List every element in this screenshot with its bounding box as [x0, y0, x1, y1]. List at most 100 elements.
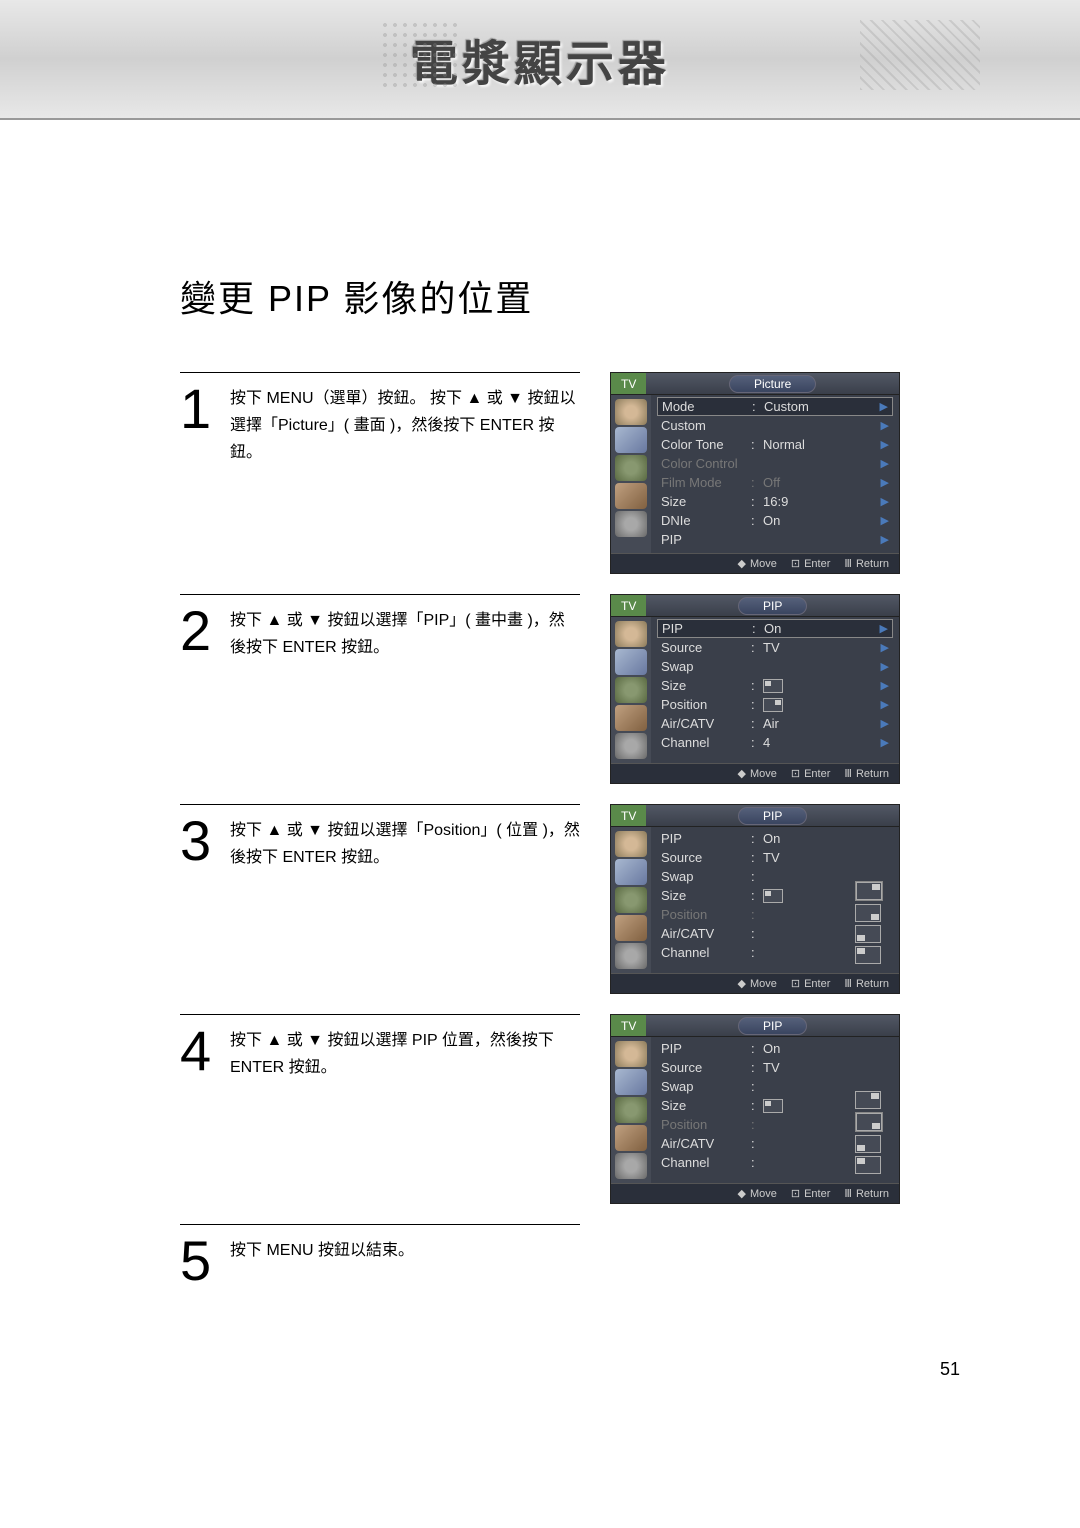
updown-icon: ◆: [737, 1187, 745, 1200]
sound-category-icon[interactable]: [615, 649, 647, 675]
move-hint: ◆Move: [737, 767, 776, 780]
channel-category-icon[interactable]: [615, 677, 647, 703]
move-hint: ◆Move: [737, 557, 776, 570]
enter-hint: ⊡Enter: [791, 557, 831, 570]
colon: :: [751, 850, 763, 865]
menu-row-size[interactable]: Size : 16:9 ▶: [657, 492, 893, 511]
colon: :: [751, 926, 763, 941]
enter-icon: ⊡: [791, 767, 800, 780]
menu-row-colortone[interactable]: Color Tone : Normal ▶: [657, 435, 893, 454]
sound-category-icon[interactable]: [615, 427, 647, 453]
colon: :: [751, 1136, 763, 1151]
position-option-tr[interactable]: [855, 1091, 883, 1109]
step-number: 5: [180, 1233, 220, 1289]
setup-category-icon[interactable]: [615, 943, 647, 969]
channel-category-icon[interactable]: [615, 887, 647, 913]
colon: :: [751, 678, 763, 693]
function-category-icon[interactable]: [615, 483, 647, 509]
menu-row-source[interactable]: Source : TV: [657, 1058, 893, 1077]
arrow-right-icon: ▶: [881, 419, 889, 432]
return-hint: ⅢReturn: [844, 977, 889, 990]
osd-header: TV PIP: [611, 805, 899, 827]
channel-category-icon[interactable]: [615, 1097, 647, 1123]
menu-label: Film Mode: [661, 475, 751, 490]
position-option-bl[interactable]: [855, 925, 883, 943]
position-icon: [856, 882, 882, 900]
menu-value: TV: [763, 1060, 889, 1075]
osd-body: PIP : On Source : TV Swap : Size : Posit…: [611, 1037, 899, 1183]
position-options: [805, 1091, 883, 1174]
menu-label: Channel: [661, 735, 751, 750]
menu-row-custom[interactable]: Custom ▶: [657, 416, 893, 435]
menu-row-colorcontrol[interactable]: Color Control ▶: [657, 454, 893, 473]
sound-category-icon[interactable]: [615, 1069, 647, 1095]
menu-label: Air/CATV: [661, 926, 751, 941]
menu-label: PIP: [661, 532, 751, 547]
updown-icon: ◆: [737, 977, 745, 990]
menu-value: On: [763, 513, 889, 528]
menu-value: Normal: [763, 437, 889, 452]
step-number: 1: [180, 381, 220, 467]
page-number: 51: [0, 1349, 1080, 1420]
menu-row-source[interactable]: Source : TV ▶: [657, 638, 893, 657]
osd-category-icons: [611, 1037, 651, 1183]
menu-value: [763, 678, 889, 694]
menu-row-pip[interactable]: PIP ▶: [657, 530, 893, 549]
menu-row-swap[interactable]: Swap ▶: [657, 657, 893, 676]
step-row-5: 5 按下 MENU 按鈕以結束。: [180, 1224, 960, 1289]
picture-category-icon[interactable]: [615, 399, 647, 425]
menu-row-pip[interactable]: PIP : On: [657, 829, 893, 848]
osd-header: TV PIP: [611, 595, 899, 617]
menu-row-filmmode[interactable]: Film Mode : Off ▶: [657, 473, 893, 492]
enter-hint: ⊡Enter: [791, 1187, 831, 1200]
menu-label: Channel: [661, 945, 751, 960]
picture-category-icon[interactable]: [615, 621, 647, 647]
function-category-icon[interactable]: [615, 915, 647, 941]
menu-row-mode[interactable]: Mode : Custom ▶: [657, 397, 893, 416]
setup-category-icon[interactable]: [615, 511, 647, 537]
menu-label: PIP: [661, 831, 751, 846]
osd-category-icons: [611, 827, 651, 973]
position-option-br[interactable]: [855, 1112, 883, 1132]
position-option-tl[interactable]: [855, 1156, 883, 1174]
position-option-tr[interactable]: [855, 881, 883, 901]
arrow-right-icon: ▶: [880, 622, 888, 635]
menu-row-dnie[interactable]: DNIe : On ▶: [657, 511, 893, 530]
step-instruction: 4 按下 ▲ 或 ▼ 按鈕以選擇 PIP 位置，然後按下 ENTER 按鈕。: [180, 1014, 580, 1081]
colon: :: [751, 716, 763, 731]
step-instruction: 2 按下 ▲ 或 ▼ 按鈕以選擇「PIP」( 畫中畫 )，然後按下 ENTER …: [180, 594, 580, 661]
picture-category-icon[interactable]: [615, 1041, 647, 1067]
function-category-icon[interactable]: [615, 1125, 647, 1151]
return-icon: Ⅲ: [844, 557, 852, 570]
position-icon: [855, 1156, 881, 1174]
arrow-right-icon: ▶: [881, 495, 889, 508]
menu-row-channel[interactable]: Channel : 4 ▶: [657, 733, 893, 752]
menu-row-source[interactable]: Source : TV: [657, 848, 893, 867]
osd-title: PIP: [738, 1017, 807, 1035]
position-icon: [855, 925, 881, 943]
menu-value: Air: [763, 716, 889, 731]
channel-category-icon[interactable]: [615, 455, 647, 481]
setup-category-icon[interactable]: [615, 1153, 647, 1179]
osd-header: TV Picture: [611, 373, 899, 395]
picture-category-icon[interactable]: [615, 831, 647, 857]
step-text: 按下 ▲ 或 ▼ 按鈕以選擇「Position」( 位置 )，然後按下 ENTE…: [230, 813, 580, 871]
position-option-tl[interactable]: [855, 946, 883, 964]
menu-row-aircatv[interactable]: Air/CATV : Air ▶: [657, 714, 893, 733]
position-option-br[interactable]: [855, 904, 883, 922]
menu-row-position[interactable]: Position : ▶: [657, 695, 893, 714]
arrow-right-icon: ▶: [881, 660, 889, 673]
menu-label: Position: [661, 1117, 751, 1132]
function-category-icon[interactable]: [615, 705, 647, 731]
step-number: 4: [180, 1023, 220, 1081]
menu-label: Size: [661, 888, 751, 903]
position-option-bl[interactable]: [855, 1135, 883, 1153]
menu-row-pip[interactable]: PIP : On ▶: [657, 619, 893, 638]
setup-category-icon[interactable]: [615, 733, 647, 759]
menu-row-size[interactable]: Size : ▶: [657, 676, 893, 695]
menu-row-pip[interactable]: PIP : On: [657, 1039, 893, 1058]
sound-category-icon[interactable]: [615, 859, 647, 885]
return-hint: ⅢReturn: [844, 1187, 889, 1200]
move-hint: ◆Move: [737, 1187, 776, 1200]
menu-label: Color Control: [661, 456, 751, 471]
